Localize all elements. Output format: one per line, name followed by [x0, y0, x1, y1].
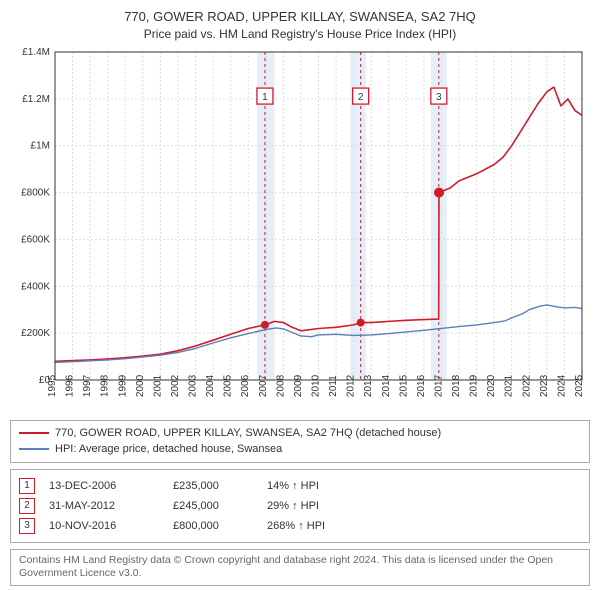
events-table: 1 13-DEC-2006 £235,000 14% ↑ HPI 2 31-MAY-201… [10, 469, 590, 543]
event-date: 13-DEC-2006 [49, 480, 159, 492]
svg-text:2007: 2007 [258, 374, 269, 397]
legend-label: HPI: Average price, detached house, Swan… [55, 441, 282, 458]
svg-text:2002: 2002 [170, 374, 181, 397]
event-date: 10-NOV-2016 [49, 520, 159, 532]
svg-text:2014: 2014 [381, 374, 392, 397]
title-address: 770, GOWER ROAD, UPPER KILLAY, SWANSEA, … [10, 8, 590, 26]
title-block: 770, GOWER ROAD, UPPER KILLAY, SWANSEA, … [10, 8, 590, 42]
line-chart-svg: 123£0£200K£400K£600K£800K£1M£1.2M£1.4M19… [10, 46, 590, 414]
event-row: 1 13-DEC-2006 £235,000 14% ↑ HPI [19, 476, 581, 496]
svg-text:2023: 2023 [539, 374, 550, 397]
event-badge: 1 [19, 478, 35, 494]
svg-text:2021: 2021 [504, 374, 515, 397]
svg-text:2003: 2003 [188, 374, 199, 397]
svg-text:1997: 1997 [82, 374, 93, 397]
svg-text:2010: 2010 [310, 374, 321, 397]
svg-text:2022: 2022 [521, 374, 532, 397]
svg-text:£600K: £600K [21, 234, 50, 245]
event-badge: 2 [19, 498, 35, 514]
svg-text:2: 2 [358, 92, 364, 103]
legend-swatch [19, 448, 49, 450]
svg-text:£1.4M: £1.4M [22, 47, 50, 58]
svg-text:2017: 2017 [433, 374, 444, 397]
svg-text:2006: 2006 [240, 374, 251, 397]
svg-text:3: 3 [436, 92, 442, 103]
attribution: Contains HM Land Registry data © Crown c… [10, 549, 590, 586]
svg-text:2012: 2012 [346, 374, 357, 397]
attribution-text: Contains HM Land Registry data © Crown c… [19, 554, 553, 580]
event-date: 31-MAY-2012 [49, 500, 159, 512]
svg-text:2019: 2019 [469, 374, 480, 397]
event-price: £235,000 [173, 480, 253, 492]
svg-text:1996: 1996 [65, 374, 76, 397]
event-row: 3 10-NOV-2016 £800,000 268% ↑ HPI [19, 516, 581, 536]
chart-area: 123£0£200K£400K£600K£800K£1M£1.2M£1.4M19… [10, 46, 590, 414]
svg-text:2024: 2024 [556, 374, 567, 397]
svg-text:£800K: £800K [21, 187, 50, 198]
svg-text:2025: 2025 [574, 374, 585, 397]
svg-text:1999: 1999 [117, 374, 128, 397]
svg-text:£200K: £200K [21, 328, 50, 339]
legend: 770, GOWER ROAD, UPPER KILLAY, SWANSEA, … [10, 420, 590, 463]
svg-text:2004: 2004 [205, 374, 216, 397]
svg-text:£400K: £400K [21, 281, 50, 292]
svg-text:£1M: £1M [31, 140, 50, 151]
svg-text:1998: 1998 [100, 374, 111, 397]
svg-text:2005: 2005 [223, 374, 234, 397]
svg-text:2011: 2011 [328, 375, 339, 397]
event-price: £245,000 [173, 500, 253, 512]
svg-text:2008: 2008 [275, 374, 286, 397]
svg-text:2016: 2016 [416, 374, 427, 397]
svg-text:2020: 2020 [486, 374, 497, 397]
svg-text:1: 1 [262, 92, 268, 103]
event-badge: 3 [19, 518, 35, 534]
chart-container: 770, GOWER ROAD, UPPER KILLAY, SWANSEA, … [0, 0, 600, 590]
svg-text:2001: 2001 [152, 374, 163, 397]
event-pct: 268% ↑ HPI [267, 520, 325, 532]
svg-text:2015: 2015 [398, 374, 409, 397]
svg-text:2009: 2009 [293, 374, 304, 397]
svg-text:1995: 1995 [47, 374, 58, 397]
title-subtitle: Price paid vs. HM Land Registry's House … [10, 26, 590, 42]
svg-text:2018: 2018 [451, 374, 462, 397]
svg-text:2000: 2000 [135, 374, 146, 397]
event-price: £800,000 [173, 520, 253, 532]
event-pct: 29% ↑ HPI [267, 500, 319, 512]
svg-text:£1.2M: £1.2M [22, 94, 50, 105]
legend-label: 770, GOWER ROAD, UPPER KILLAY, SWANSEA, … [55, 425, 441, 442]
event-pct: 14% ↑ HPI [267, 480, 319, 492]
legend-swatch [19, 432, 49, 434]
event-row: 2 31-MAY-2012 £245,000 29% ↑ HPI [19, 496, 581, 516]
legend-item: 770, GOWER ROAD, UPPER KILLAY, SWANSEA, … [19, 425, 581, 442]
legend-item: HPI: Average price, detached house, Swan… [19, 441, 581, 458]
svg-text:2013: 2013 [363, 374, 374, 397]
